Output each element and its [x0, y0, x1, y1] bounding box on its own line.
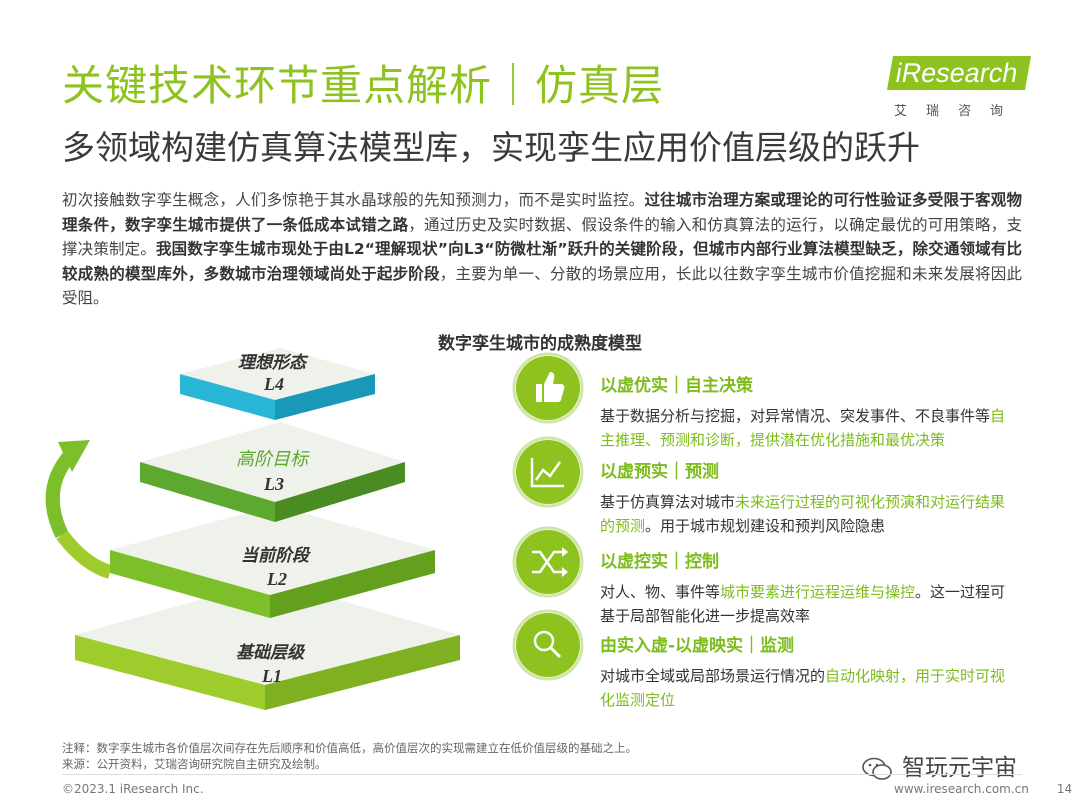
layer-l4: 理想形态 L4: [180, 348, 375, 420]
level-l4-desc: 基于数据分析与挖掘，对异常情况、突发事件、不良事件等自主推理、预测和诊断，提供潜…: [600, 407, 1006, 449]
layer-l3-level: L3: [263, 474, 284, 494]
intro-paragraph: 初次接触数字孪生概念，人们多惊艳于其水晶球般的先知预测力，而不是实时监控。过往城…: [62, 188, 1022, 311]
layer-l4-name: 理想形态: [238, 353, 309, 373]
logo-subtitle: 艾瑞咨询: [894, 104, 1023, 119]
layer-l3: 高阶目标 L3: [140, 422, 405, 522]
level-l3-title: 以虚预实｜预测: [600, 462, 719, 482]
intro-bold-1: 过往城市治理方案或理论的可行性验证多受限于客观物理条件，数字孪生城市提供了一条低…: [62, 191, 1022, 234]
layer-l3-name: 高阶目标: [236, 449, 310, 470]
level-l3-desc: 基于仿真算法对城市未来运行过程的可视化预演和对运行结果的预测。用于城市规划建设和…: [600, 493, 1006, 535]
layer-l1-level: L1: [261, 666, 282, 686]
trend-chart-icon: [512, 436, 584, 508]
footer-url: www.iresearch.com.cn: [894, 782, 1029, 796]
iresearch-logo: iResearch 艾瑞咨询: [887, 56, 1031, 126]
search-icon: [512, 609, 584, 681]
layer-l2-level: L2: [266, 569, 287, 589]
level-l4-title: 以虚优实｜自主决策: [600, 376, 753, 396]
intro-text-3: ，主要为单一、分散的场景应用，长此以往数字孪生城市价值挖掘和未来发展将因此受阻。: [62, 264, 1022, 308]
layer-l1-name: 基础层级: [236, 643, 306, 663]
diagram-title: 数字孪生城市的成熟度模型: [438, 334, 642, 354]
level-item-l4: 以虚优实｜自主决策 基于数据分析与挖掘，对异常情况、突发事件、不良事件等自主推理…: [600, 374, 1020, 452]
layer-l2-name: 当前阶段: [241, 546, 311, 566]
page-title: 关键技术环节重点解析｜仿真层: [62, 61, 665, 110]
intro-bold-2: 我国数字孪生城市现处于由L2“理解现状”向L3“防微杜渐”跃升的关键阶段，但城市…: [62, 240, 1022, 283]
page-number: 14: [1056, 782, 1073, 796]
layer-l1: 基础层级 L1: [75, 580, 460, 710]
level-item-l1: 由实入虚-以虚映实｜监测 对城市全域或局部场景运行情况的自动化映射，用于实时可视…: [600, 634, 1020, 712]
intro-text-2: ，通过历史及实时数据、假设条件的输入和仿真算法的运行，以确定最优的可用策略，支撑…: [62, 215, 1022, 259]
level-item-l2: 以虚控实｜控制 对人、物、事件等城市要素进行运程运维与操控。这一过程可基于局部智…: [600, 550, 1020, 628]
maturity-model-diagram: 基础层级 L1 当前阶段 L2 高阶目标 L3 理想形态 L4: [45, 348, 584, 710]
level-item-l3: 以虚预实｜预测 基于仿真算法对城市未来运行过程的可视化预演和对运行结果的预测。用…: [600, 460, 1020, 538]
level-l1-desc: 对城市全域或局部场景运行情况的自动化映射，用于实时可视化监测定位: [600, 667, 1006, 709]
footnote: 注释：数字孪生城市各价值层次间存在先后顺序和价值高低，高价值层次的实现需建立在低…: [62, 741, 637, 755]
layer-l2: 当前阶段 L2: [110, 505, 435, 618]
wechat-account-name: 智玩元宇宙: [902, 755, 1017, 781]
shuffle-icon: [512, 526, 584, 598]
source-note: 来源：公开资料，艾瑞咨询研究院自主研究及绘制。: [62, 757, 327, 771]
footer-url-page: www.iresearch.com.cn 14: [894, 782, 1072, 796]
wechat-watermark: 智玩元宇宙: [862, 748, 1017, 782]
copyright: ©2023.1 iResearch Inc.: [62, 782, 204, 796]
thumbs-up-icon: [512, 352, 584, 424]
page-subtitle: 多领域构建仿真算法模型库，实现孪生应用价值层级的跃升: [62, 128, 920, 167]
connector-lines: [380, 389, 505, 646]
footer-divider: [62, 774, 1022, 775]
level-l2-desc: 对人、物、事件等城市要素进行运程运维与操控。这一过程可基于局部智能化进一步提高效…: [600, 583, 1006, 625]
intro-text-1: 初次接触数字孪生概念，人们多惊艳于其水晶球般的先知预测力，而不是实时监控。: [62, 191, 645, 209]
logo-wordmark: iResearch: [887, 56, 1031, 90]
layer-l4-level: L4: [263, 374, 284, 394]
cycle-arrow-icon: [45, 440, 113, 579]
level-l2-title: 以虚控实｜控制: [600, 552, 719, 572]
wechat-icon: [862, 757, 892, 780]
level-l1-title: 由实入虚-以虚映实｜监测: [600, 636, 795, 656]
